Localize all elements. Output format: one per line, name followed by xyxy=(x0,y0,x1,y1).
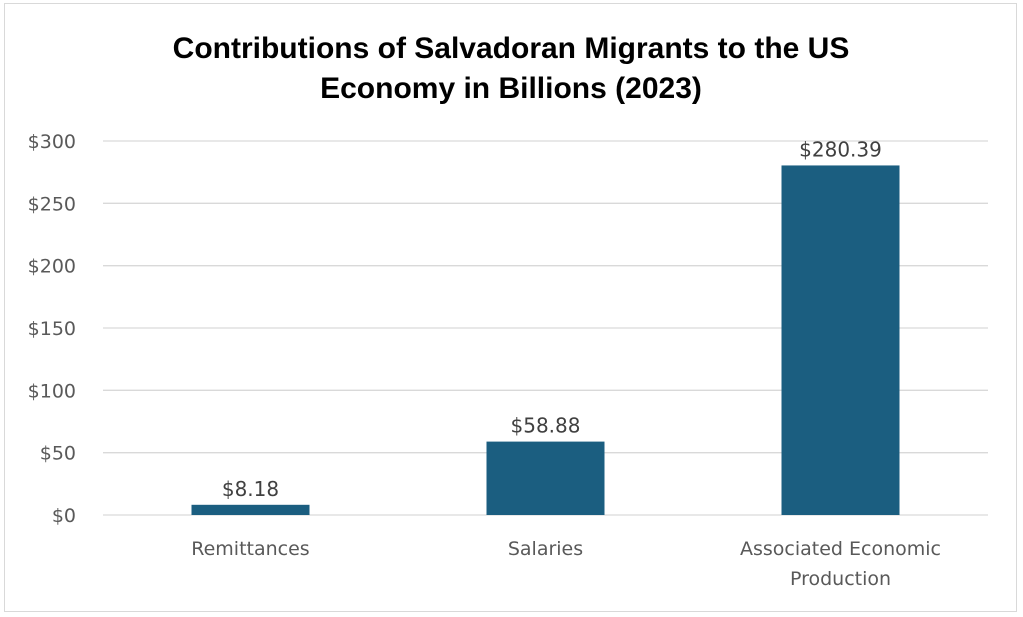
data-label: $8.18 xyxy=(222,477,279,501)
chart-title-line-1: Contributions of Salvadoran Migrants to … xyxy=(173,32,850,65)
category-label: Remittances xyxy=(191,538,309,560)
data-labels: $8.18 $58.88 $280.39 xyxy=(222,137,882,500)
y-tick-label: $200 xyxy=(28,256,76,278)
category-label: Salaries xyxy=(508,538,583,560)
bar xyxy=(191,504,310,515)
bar xyxy=(486,441,605,515)
category-label: Associated Economic xyxy=(740,538,941,560)
y-axis-ticks: $0 $50 $100 $150 $200 $250 $300 xyxy=(28,131,76,527)
y-tick-label: $0 xyxy=(52,505,76,527)
y-tick-label: $50 xyxy=(40,443,76,465)
y-tick-label: $100 xyxy=(28,380,76,402)
y-tick-label: $300 xyxy=(28,131,76,153)
x-axis-categories: Remittances Salaries Associated Economic Pr… xyxy=(191,538,941,590)
data-label: $58.88 xyxy=(511,414,581,438)
category-label: Production xyxy=(790,568,891,590)
bars xyxy=(191,165,900,515)
chart-title-line-2: Economy in Billions (2023) xyxy=(320,72,702,105)
y-tick-label: $250 xyxy=(28,193,76,215)
bar xyxy=(781,165,900,515)
data-label: $280.39 xyxy=(799,137,882,161)
y-tick-label: $150 xyxy=(28,318,76,340)
